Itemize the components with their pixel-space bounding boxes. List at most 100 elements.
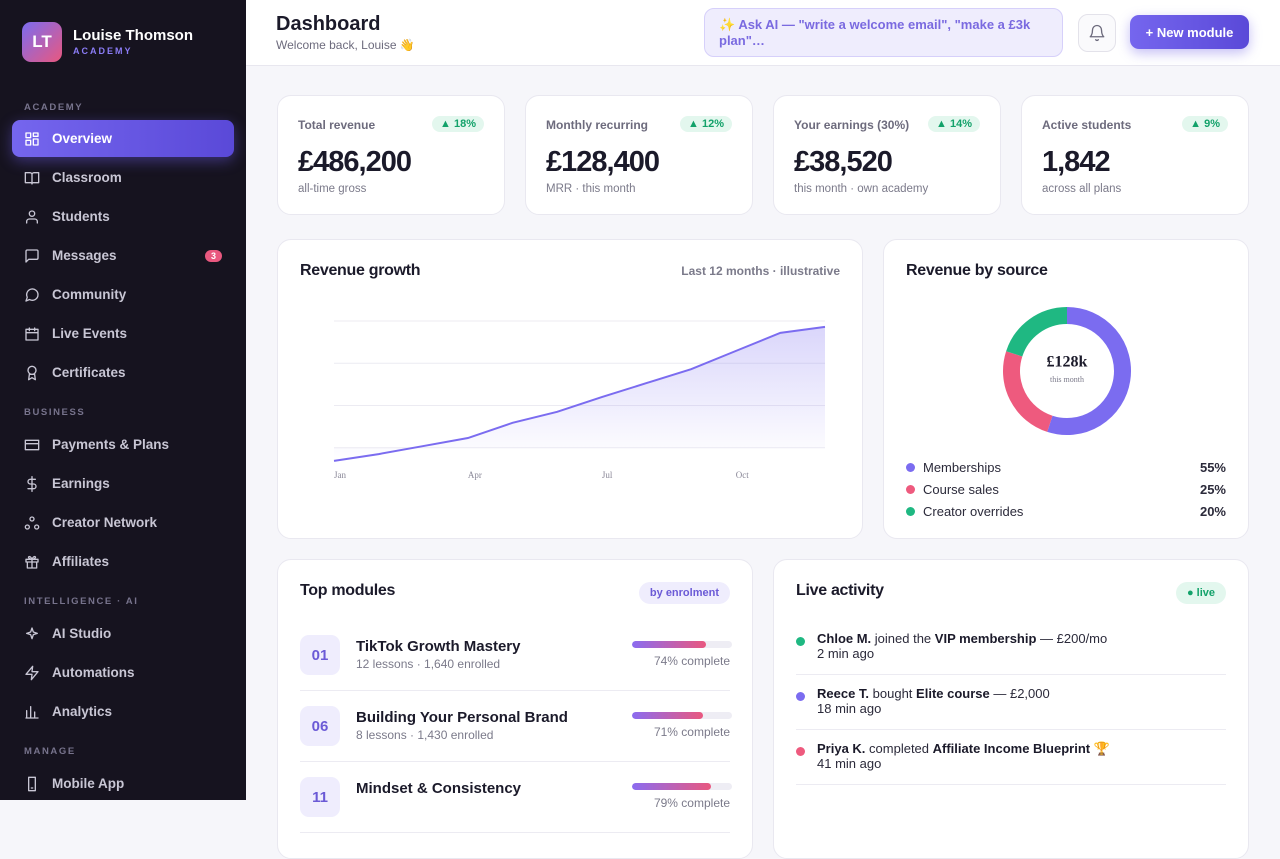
legend-label: Creator overrides bbox=[923, 503, 1024, 519]
donut-center-label: £128k bbox=[1047, 354, 1088, 371]
activity-text: Reece T. bought Elite course — £2,000 18 … bbox=[817, 686, 1050, 716]
stat-change: ▲ 14% bbox=[928, 116, 980, 132]
icon-path bbox=[27, 475, 37, 492]
activity-line: Chloe M. joined the VIP membership — £20… bbox=[817, 631, 1107, 646]
x-tick-label: Jul bbox=[602, 470, 613, 480]
line bbox=[333, 325, 826, 462]
card-title: Revenue growth bbox=[300, 262, 421, 279]
area bbox=[334, 326, 825, 461]
nav-label: Analytics bbox=[52, 704, 113, 719]
legend-row: Memberships 55% bbox=[906, 458, 1226, 476]
icon-path bbox=[27, 365, 37, 380]
activity-who: Reece T. bbox=[817, 686, 870, 701]
nav-icon bbox=[25, 131, 39, 146]
divider bbox=[300, 690, 730, 691]
nav-label: Mobile App bbox=[52, 776, 125, 791]
progress-track bbox=[632, 641, 732, 648]
nav-icon bbox=[24, 439, 40, 450]
nav-icon bbox=[27, 475, 37, 492]
stat-card: Your earnings (30%) ▲ 14% £38,520 this mont… bbox=[773, 95, 1001, 215]
brand-name: Louise Thomson bbox=[73, 27, 193, 44]
progress-label: 79% complete bbox=[653, 796, 730, 810]
donut-segment bbox=[1003, 351, 1053, 432]
activity-target: Affiliate Income Blueprint 🏆 bbox=[932, 741, 1110, 756]
progress-fill bbox=[632, 641, 706, 648]
nav-item[interactable]: Certificates bbox=[12, 353, 234, 392]
nav-label: Payments & Plans bbox=[52, 437, 170, 452]
activity-target: Elite course bbox=[916, 686, 990, 701]
divider bbox=[796, 674, 1226, 675]
module-number: 01 bbox=[300, 635, 340, 675]
stat-label: Your earnings (30%) bbox=[794, 118, 910, 132]
nav-label: Certificates bbox=[52, 365, 126, 380]
donut-segment bbox=[1047, 307, 1131, 435]
notifications[interactable] bbox=[1078, 14, 1116, 52]
nav-label: Automations bbox=[52, 665, 135, 680]
icon-path bbox=[26, 209, 38, 224]
stat-label: Active students bbox=[1042, 118, 1132, 132]
nav-item[interactable]: Automations bbox=[12, 653, 234, 692]
line-chart: Jan Apr Jul Oct bbox=[333, 320, 826, 480]
nav-icon bbox=[26, 626, 38, 639]
section-title: MANAGE bbox=[24, 746, 76, 757]
nav-item[interactable]: Affiliates bbox=[12, 542, 234, 581]
section-title: INTELLIGENCE · AI bbox=[24, 596, 139, 607]
page-subtitle: Welcome back, Louise 👋 bbox=[276, 38, 415, 52]
nav-item[interactable]: Community bbox=[12, 275, 234, 314]
source-card: Revenue by source £128k this month Member… bbox=[883, 239, 1249, 539]
activity-line: Reece T. bought Elite course — £2,000 bbox=[817, 686, 1050, 701]
nav-item[interactable]: Earnings bbox=[12, 464, 234, 503]
nav-item[interactable]: Classroom bbox=[12, 158, 234, 197]
nav-badge: 3 bbox=[204, 250, 222, 262]
nav-icon bbox=[27, 365, 37, 380]
icon-path bbox=[24, 515, 40, 530]
nav-label: Earnings bbox=[52, 476, 110, 491]
nav-icon bbox=[25, 248, 39, 263]
nav-item[interactable]: AI Studio bbox=[12, 614, 234, 653]
activity-extra: — £2,000 bbox=[989, 686, 1050, 701]
legend-label: Memberships bbox=[923, 459, 1002, 475]
activity-dot bbox=[796, 692, 805, 701]
legend-dot bbox=[906, 462, 915, 472]
stat-value: £128,400 bbox=[546, 146, 660, 178]
activity-target: VIP membership bbox=[934, 631, 1037, 646]
nav-item[interactable]: Messages 3 bbox=[12, 236, 234, 275]
stat-value: £38,520 bbox=[794, 146, 893, 178]
nav-item[interactable]: Overview bbox=[12, 120, 234, 157]
activity-time: 2 min ago bbox=[817, 646, 875, 661]
card-title: Revenue by source bbox=[906, 262, 1048, 279]
activity-text: Chloe M. joined the VIP membership — £20… bbox=[817, 631, 1107, 661]
legend-label: Course sales bbox=[923, 481, 999, 497]
new-module-button[interactable]: + New module bbox=[1130, 15, 1249, 49]
legend-value: 25% bbox=[1199, 481, 1226, 497]
progress-label: 74% complete bbox=[653, 654, 730, 668]
icon-path bbox=[24, 439, 40, 450]
donut-center-sublabel: this month bbox=[1050, 375, 1084, 384]
icon-path bbox=[25, 287, 39, 302]
nav-label: AI Studio bbox=[52, 626, 112, 641]
module-title: Mindset & Consistency bbox=[356, 780, 522, 797]
stat-change: ▲ 18% bbox=[432, 116, 484, 132]
stat-card: Total revenue ▲ 18% £486,200 all-time gross bbox=[277, 95, 505, 215]
nav-label: Classroom bbox=[52, 170, 122, 185]
icon-path bbox=[25, 555, 39, 569]
nav-item[interactable]: Creator Network bbox=[12, 503, 234, 542]
legend-dot bbox=[906, 484, 915, 494]
module-number: 11 bbox=[300, 777, 340, 817]
nav-item[interactable]: Live Events bbox=[12, 314, 234, 353]
ask-ai[interactable]: ✨ Ask AI — "write a welcome email", "mak… bbox=[704, 8, 1063, 57]
stat-note: across all plans bbox=[1042, 183, 1122, 195]
nav-icon bbox=[24, 515, 40, 530]
stat-note: this month · own academy bbox=[794, 183, 929, 195]
x-tick-label: Apr bbox=[468, 470, 482, 480]
nav-item[interactable]: Analytics bbox=[12, 692, 234, 731]
stat-card: Active students ▲ 9% 1,842 across all plans bbox=[1021, 95, 1249, 215]
nav-item[interactable]: Payments & Plans bbox=[12, 425, 234, 464]
divider bbox=[796, 729, 1226, 730]
nav-item[interactable]: Mobile App bbox=[12, 764, 234, 800]
stat-change: ▲ 12% bbox=[680, 116, 732, 132]
card-title: Live activity bbox=[796, 582, 884, 599]
nav: ACADEMY Overview Classroom Students Messages… bbox=[12, 98, 234, 800]
nav-item[interactable]: Students bbox=[12, 197, 234, 236]
